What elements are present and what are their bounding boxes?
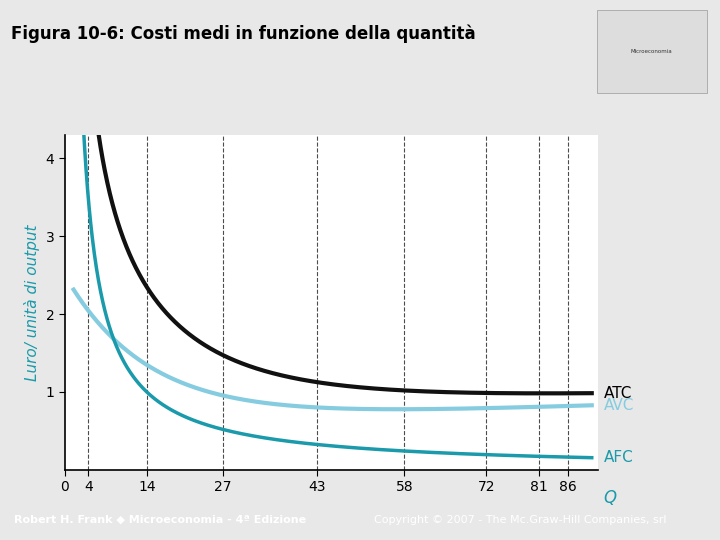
Text: Q: Q xyxy=(603,489,616,507)
Text: Figura 10-6: Costi medi in funzione della quantità: Figura 10-6: Costi medi in funzione dell… xyxy=(11,24,475,43)
Text: AFC: AFC xyxy=(603,450,633,465)
Y-axis label: Luro/ unità di output: Luro/ unità di output xyxy=(24,224,40,381)
Text: AVC: AVC xyxy=(603,398,634,413)
Text: Microeconomia: Microeconomia xyxy=(631,49,672,54)
Text: Robert H. Frank ◆ Microeconomia - 4ª Edizione: Robert H. Frank ◆ Microeconomia - 4ª Edi… xyxy=(14,515,307,525)
Text: ATC: ATC xyxy=(603,386,632,401)
Text: Copyright © 2007 - The Mc.Graw-Hill Companies, srl: Copyright © 2007 - The Mc.Graw-Hill Comp… xyxy=(374,515,667,525)
